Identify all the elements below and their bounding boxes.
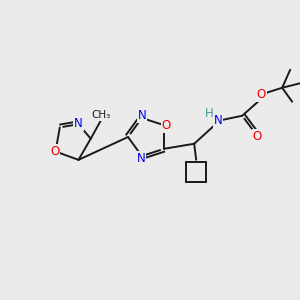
Text: O: O [50,145,59,158]
Text: N: N [214,114,223,127]
Text: O: O [162,119,171,132]
Text: CH₃: CH₃ [91,110,110,120]
Text: O: O [253,130,262,143]
Text: O: O [256,88,266,101]
Text: N: N [137,110,146,122]
Text: N: N [136,152,145,164]
Text: N: N [74,117,83,130]
Text: H: H [205,107,214,120]
